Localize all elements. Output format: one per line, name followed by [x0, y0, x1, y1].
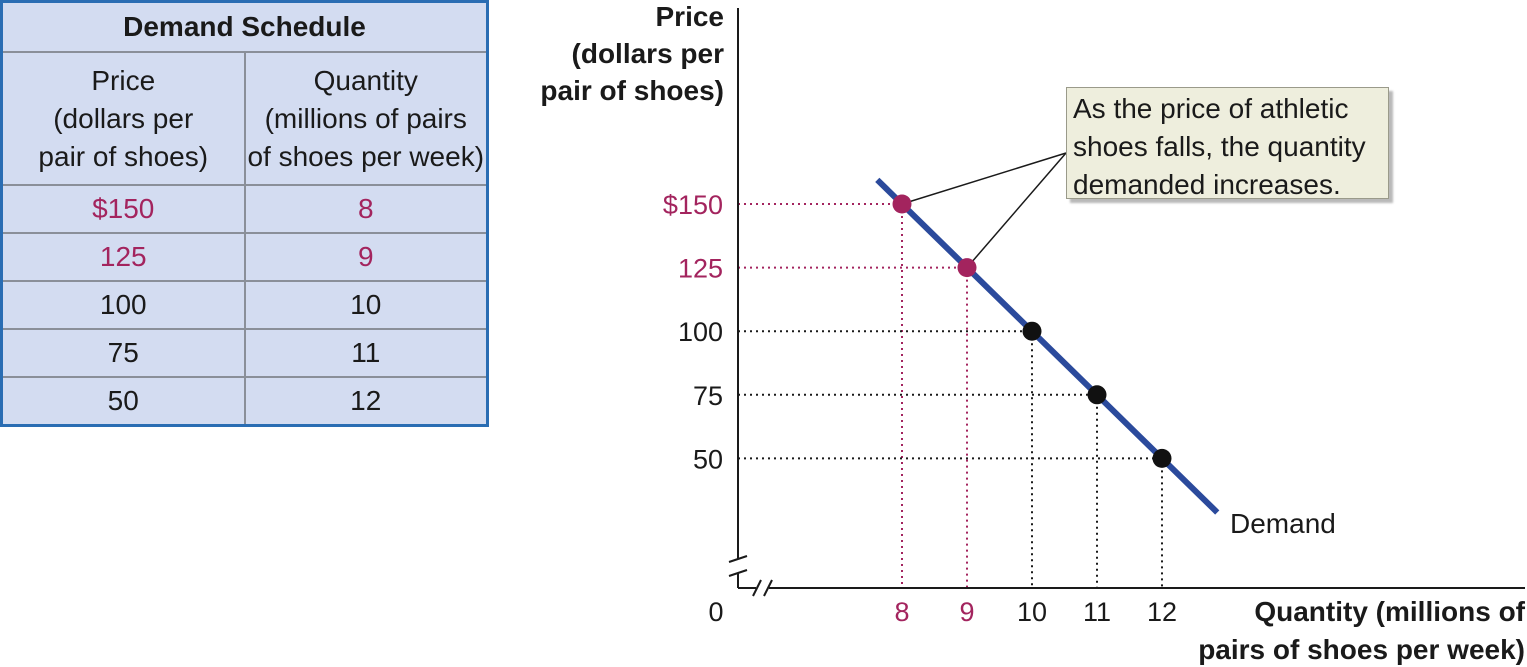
y-tick-label: 50 — [693, 444, 723, 474]
quantity-cell: 8 — [243, 184, 486, 234]
price-column-header: Price (dollars per pair of shoes) — [3, 51, 246, 186]
x-axis-title-line: pairs of shoes per week) — [1198, 634, 1525, 665]
highlighted-data-point — [892, 194, 912, 214]
quantity-column-header: Quantity (millions of pairs of shoes per… — [243, 51, 486, 186]
x-tick-label: 11 — [1083, 597, 1111, 627]
price-cell: 50 — [3, 376, 246, 424]
y-axis-break — [728, 555, 748, 563]
price-cell: 125 — [3, 232, 246, 282]
y-axis-title-line: pair of shoes) — [540, 75, 724, 106]
data-point — [1022, 321, 1042, 341]
y-axis-title-line: Price — [656, 1, 725, 32]
callout-leader-lines — [901, 152, 1067, 269]
price-cell: 75 — [3, 328, 246, 378]
y-tick-label: 125 — [678, 254, 723, 284]
quantity-header-line: of shoes per week) — [247, 140, 485, 172]
annotation-callout: As the price of athletic shoes falls, th… — [1066, 87, 1389, 200]
table-row: $150 8 — [3, 184, 486, 234]
data-points — [892, 194, 1172, 468]
table-title: Demand Schedule — [3, 3, 486, 53]
quantity-header-line: (millions of pairs — [264, 102, 467, 134]
highlighted-data-point — [957, 258, 977, 278]
y-axis-title: Price (dollars per pair of shoes) — [540, 1, 724, 106]
price-header-line: Price — [91, 64, 156, 96]
quantity-cell: 9 — [243, 232, 486, 282]
table-row: 125 9 — [3, 232, 486, 282]
y-axis-title-line: (dollars per — [572, 38, 725, 69]
chart-axes — [728, 8, 1525, 597]
data-point — [1152, 448, 1172, 468]
price-cell: $150 — [3, 184, 246, 234]
x-axis-break — [763, 579, 773, 597]
table-row: 50 12 — [3, 376, 486, 424]
quantity-cell: 10 — [243, 280, 486, 330]
x-axis-title: Quantity (millions of pairs of shoes per … — [1198, 596, 1525, 665]
x-axis-break — [752, 579, 762, 597]
y-tick-label: 75 — [693, 381, 723, 411]
x-tick-labels: 8 9 10 11 12 — [894, 597, 1177, 627]
y-tick-label: $150 — [663, 190, 723, 220]
x-tick-label: 8 — [894, 597, 909, 627]
x-tick-label: 9 — [959, 597, 974, 627]
quantity-cell: 12 — [243, 376, 486, 424]
quantity-cell: 11 — [243, 328, 486, 378]
x-tick-label: 12 — [1147, 597, 1177, 627]
guide-lines — [738, 203, 1163, 588]
x-tick-label: 10 — [1017, 597, 1047, 627]
y-tick-labels: $150 125 100 75 50 — [663, 190, 723, 474]
y-axis-break — [728, 569, 748, 577]
demand-schedule-table: Demand Schedule Price (dollars per pair … — [0, 0, 489, 427]
x-axis-title-line: Quantity (millions of — [1254, 596, 1525, 627]
y-tick-label: 100 — [678, 317, 723, 347]
price-header-line: (dollars per — [53, 102, 194, 134]
callout-leader-line — [966, 152, 1067, 269]
price-header-line: pair of shoes) — [38, 140, 209, 172]
table-row: 75 11 — [3, 328, 486, 378]
data-point — [1087, 385, 1107, 405]
demand-curve-label: Demand — [1230, 508, 1336, 539]
price-cell: 100 — [3, 280, 246, 330]
quantity-header-line: Quantity — [313, 64, 418, 96]
callout-leader-line — [901, 152, 1067, 205]
table-row: 100 10 — [3, 280, 486, 330]
origin-label: 0 — [708, 597, 723, 627]
